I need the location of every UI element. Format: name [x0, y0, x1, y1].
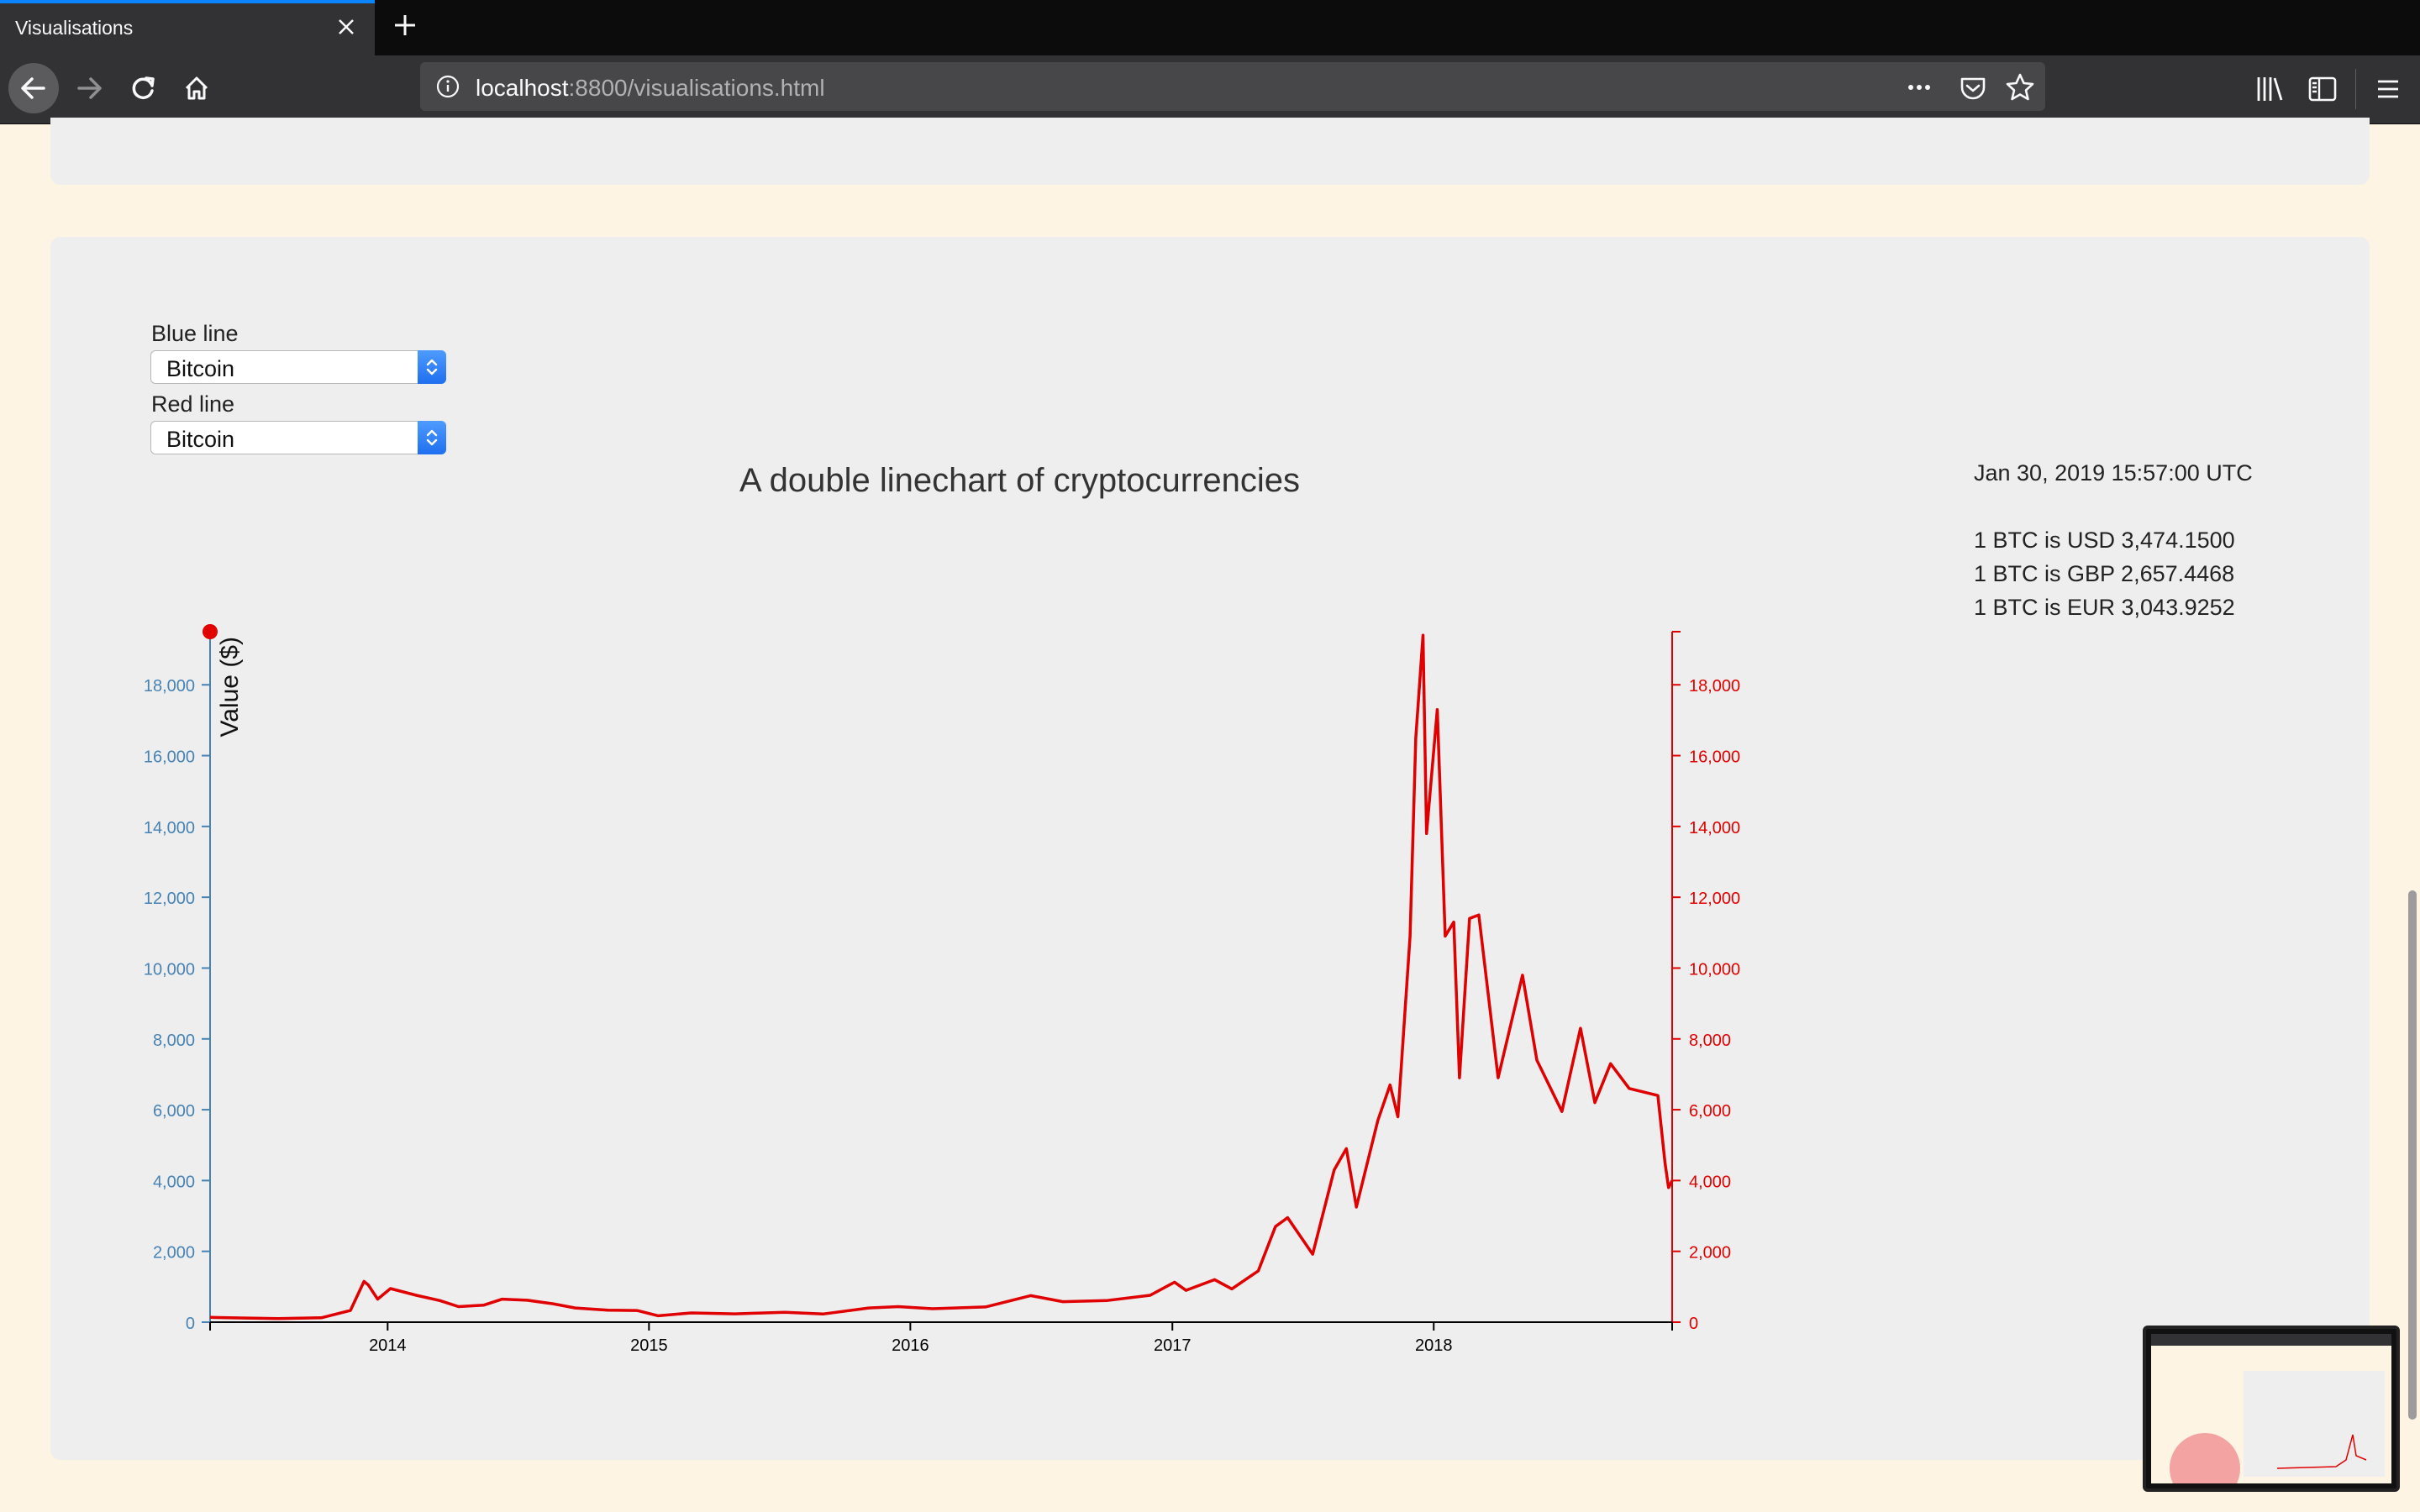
sidebar-icon[interactable] [2304, 71, 2341, 108]
right-y-tick-label: 10,000 [1689, 960, 1740, 979]
red-line-label: Red line [151, 391, 235, 417]
reload-button[interactable] [118, 63, 168, 113]
thumbnail-bubble [2170, 1433, 2240, 1483]
left-y-tick-label: 0 [186, 1315, 195, 1333]
left-y-tick-label: 10,000 [144, 960, 195, 979]
page-actions-icon[interactable] [1901, 69, 1938, 106]
toolbar-divider [2355, 69, 2356, 109]
x-tick-label: 2014 [369, 1336, 407, 1355]
thumbnail-toolbar [2151, 1334, 2391, 1346]
blue-line-label: Blue line [151, 321, 239, 346]
chevron-updown-icon [426, 359, 438, 375]
tab-bar: Visualisations [0, 0, 2420, 55]
home-button[interactable] [171, 63, 222, 113]
price-timestamp: Jan 30, 2019 15:57:00 UTC [1974, 460, 2253, 486]
x-axis: 2014 2015 2016 2017 2018 [209, 1321, 1673, 1355]
right-y-tick-label: 2,000 [1689, 1244, 1731, 1263]
right-y-tick-label: 16,000 [1689, 748, 1740, 767]
right-y-axis: 0 2,000 4,000 6,000 8,000 10,000 12,000 14,000 1… [1671, 631, 1740, 1333]
blue-series-line [209, 633, 1674, 1320]
reload-icon [132, 76, 155, 99]
chart-title: A double linechart of cryptocurrencies [739, 462, 1301, 499]
info-icon[interactable] [435, 74, 460, 99]
y-axis-label: Value ($) [216, 637, 244, 738]
url-text: localhost:8800/visualisations.html [476, 75, 825, 102]
new-tab-icon[interactable] [390, 10, 420, 40]
left-y-tick-label: 2,000 [153, 1244, 195, 1263]
left-y-tick-label: 12,000 [144, 890, 195, 908]
blue-line-select[interactable]: Bitcoin [150, 350, 446, 384]
close-tab-icon[interactable] [333, 13, 360, 40]
right-y-tick-label: 4,000 [1689, 1173, 1731, 1191]
chevron-updown-icon [426, 429, 438, 446]
series-group [209, 633, 1674, 1320]
navigation-toolbar: localhost:8800/visualisations.html [0, 55, 2420, 124]
left-y-axis: 0 2,000 4,000 6,000 8,000 10,000 12,000 14,000 1… [144, 632, 211, 1333]
right-y-tick-label: 14,000 [1689, 819, 1740, 837]
price-gbp: 1 BTC is GBP 2,657.4468 [1974, 561, 2235, 586]
left-y-tick-label: 6,000 [153, 1102, 195, 1121]
thumbnail-page [2151, 1334, 2391, 1483]
forward-button[interactable] [64, 63, 114, 113]
x-tick-label: 2017 [1154, 1336, 1192, 1355]
library-icon[interactable] [2250, 71, 2287, 108]
x-tick-label: 2018 [1415, 1336, 1453, 1355]
blue-select-arrow[interactable] [418, 350, 446, 384]
x-tick-label: 2016 [892, 1336, 929, 1355]
arrow-left-icon [21, 77, 45, 99]
url-host: localhost [476, 75, 569, 101]
right-y-tick-label: 8,000 [1689, 1032, 1731, 1050]
red-line-selected: Bitcoin [166, 427, 235, 452]
price-usd: 1 BTC is USD 3,474.1500 [1974, 528, 2235, 553]
picture-preview-thumbnail[interactable] [2143, 1326, 2400, 1492]
red-series-line [209, 633, 1674, 1320]
thumbnail-card [2244, 1371, 2385, 1477]
right-y-tick-label: 0 [1689, 1315, 1698, 1333]
left-y-tick-label: 18,000 [144, 677, 195, 696]
red-select-arrow[interactable] [418, 421, 446, 454]
red-line-select[interactable]: Bitcoin [150, 421, 446, 454]
previous-card [50, 118, 2370, 185]
left-y-tick-label: 14,000 [144, 819, 195, 837]
pocket-icon[interactable] [1954, 69, 1991, 106]
browser-tab[interactable]: Visualisations [0, 0, 375, 55]
url-path: :8800/visualisations.html [568, 75, 825, 101]
x-tick-label: 2015 [630, 1336, 668, 1355]
left-y-tick-label: 16,000 [144, 748, 195, 767]
scrollbar-thumb[interactable] [2408, 890, 2417, 1420]
thumbnail-line-icon [2276, 1434, 2367, 1469]
blue-line-selected: Bitcoin [166, 356, 235, 381]
blue-line-marker[interactable] [203, 624, 218, 639]
right-y-tick-label: 18,000 [1689, 677, 1740, 696]
right-y-tick-label: 12,000 [1689, 890, 1740, 908]
right-y-tick-label: 6,000 [1689, 1102, 1731, 1121]
bookmark-star-icon[interactable] [2002, 69, 2039, 106]
price-eur: 1 BTC is EUR 3,043.9252 [1974, 595, 2235, 620]
hamburger-menu-icon[interactable] [2370, 71, 2407, 108]
tab-title: Visualisations [15, 17, 134, 39]
home-icon [185, 76, 208, 100]
back-button[interactable] [8, 63, 59, 113]
left-y-tick-label: 8,000 [153, 1032, 195, 1050]
arrow-right-icon [77, 77, 102, 99]
address-bar[interactable]: localhost:8800/visualisations.html [420, 62, 2045, 111]
left-y-tick-label: 4,000 [153, 1173, 195, 1191]
